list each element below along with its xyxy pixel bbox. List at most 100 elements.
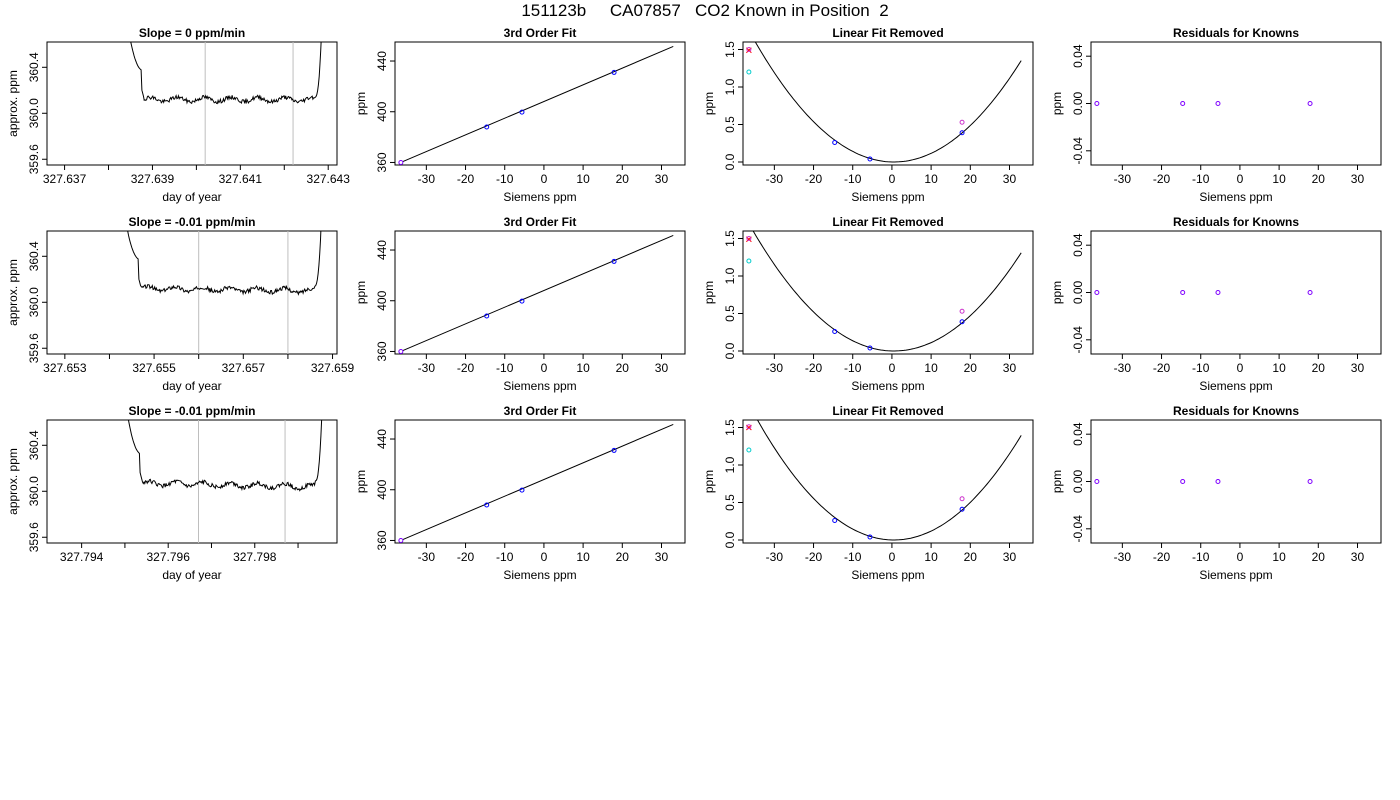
data-point — [746, 447, 752, 453]
data-point — [519, 109, 525, 115]
y-tick-label: 0.00 — [1071, 469, 1085, 493]
data-point — [519, 487, 525, 493]
y-tick-label: 360.4 — [27, 52, 41, 82]
data-point — [959, 308, 965, 314]
fit-line — [402, 423, 674, 541]
data-point — [611, 447, 617, 453]
x-tick-label: -20 — [1153, 550, 1171, 564]
plot-frame — [394, 230, 686, 355]
data-point — [832, 140, 838, 145]
panel-title: 3rd Order Fit — [504, 215, 577, 229]
y-axis-label: ppm — [354, 470, 368, 493]
x-axis-label: Siemens ppm — [503, 190, 576, 204]
x-axis-label: Siemens ppm — [1199, 379, 1272, 393]
x-axis-label: day of year — [162, 568, 221, 582]
y-tick-label: 0.04 — [1071, 44, 1085, 68]
panel-title: Linear Fit Removed — [832, 215, 943, 229]
y-tick-label: -0.04 — [1071, 515, 1085, 543]
plot-frame — [394, 41, 686, 166]
x-tick-label: -30 — [1114, 361, 1132, 375]
x-tick-label: 30 — [1351, 361, 1365, 375]
x-tick-label: 20 — [1312, 172, 1326, 186]
x-tick-label: 0 — [889, 361, 896, 375]
data-point — [832, 518, 838, 523]
x-tick-label: 327.657 — [222, 361, 266, 375]
plot-area — [1094, 479, 1313, 484]
y-tick-label: 0.5 — [723, 305, 737, 322]
x-tick-label: -30 — [766, 550, 784, 564]
y-tick-label: 360 — [375, 341, 389, 361]
y-tick-label: 1.0 — [723, 267, 737, 284]
y-tick-label: 1.0 — [723, 78, 737, 95]
plot-frame — [1090, 419, 1382, 544]
data-point — [746, 69, 752, 75]
x-tick-label: -30 — [418, 361, 436, 375]
x-tick-label: 20 — [1312, 361, 1326, 375]
y-axis-label: ppm — [354, 92, 368, 115]
data-point — [398, 348, 404, 354]
plot-frame — [46, 230, 338, 355]
fit-line — [402, 45, 674, 163]
plot-area — [1094, 101, 1313, 106]
data-point — [959, 496, 965, 502]
x-tick-label: 0 — [1237, 550, 1244, 564]
data-point — [959, 506, 965, 512]
y-tick-label: 400 — [375, 101, 389, 121]
panel-title: 3rd Order Fit — [504, 26, 577, 40]
x-axis-label: day of year — [162, 379, 221, 393]
y-tick-label: 1.5 — [723, 41, 737, 58]
y-tick-label: -0.04 — [1071, 326, 1085, 354]
y-tick-label: 0.0 — [723, 342, 737, 359]
fit-line — [402, 234, 674, 352]
y-axis-label: ppm — [1050, 470, 1064, 493]
data-point — [519, 298, 525, 304]
data-point — [1307, 101, 1313, 106]
panel-title: Residuals for Knowns — [1173, 215, 1299, 229]
y-axis-label: ppm — [702, 281, 716, 304]
y-tick-label: 360.0 — [27, 476, 41, 506]
plot-area — [127, 420, 323, 543]
plot-area — [746, 231, 1022, 352]
x-tick-label: -10 — [496, 361, 514, 375]
data-point — [1094, 290, 1100, 295]
x-tick-label: 10 — [576, 172, 590, 186]
y-axis-label: ppm — [354, 281, 368, 304]
concentration-trace — [127, 231, 322, 296]
y-tick-label: 360.0 — [27, 98, 41, 128]
x-tick-label: 20 — [964, 361, 978, 375]
data-point — [484, 313, 490, 319]
data-point — [1180, 290, 1186, 295]
plot-frame — [1090, 230, 1382, 355]
plot-frame — [46, 419, 338, 544]
data-point — [867, 156, 873, 162]
x-tick-label: 327.639 — [131, 172, 175, 186]
fit-curve — [754, 42, 1022, 163]
panel-resid: Linear Fit Removed Siemens ppm ppm -30 -20 -1… — [702, 404, 1034, 582]
x-axis-label: day of year — [162, 190, 221, 204]
y-tick-label: 440 — [375, 51, 389, 71]
y-axis-label: approx. ppm — [6, 70, 20, 137]
concentration-trace — [130, 42, 322, 105]
x-tick-label: 10 — [576, 550, 590, 564]
plot-frame — [1090, 41, 1382, 166]
y-tick-label: 1.0 — [723, 456, 737, 473]
panel-doy: Slope = -0.01 ppm/min day of year approx. … — [6, 215, 355, 393]
x-tick-label: 0 — [541, 361, 548, 375]
x-tick-label: -20 — [805, 172, 823, 186]
x-tick-label: 10 — [1272, 550, 1286, 564]
panel-title: Linear Fit Removed — [832, 26, 943, 40]
x-tick-label: -10 — [496, 172, 514, 186]
x-axis-label: Siemens ppm — [851, 379, 924, 393]
y-tick-label: 360.4 — [27, 241, 41, 271]
x-tick-label: -10 — [844, 172, 862, 186]
y-tick-label: 400 — [375, 290, 389, 310]
data-point — [1180, 101, 1186, 106]
plot-frame — [742, 230, 1034, 355]
data-point — [746, 258, 752, 264]
panel-title: Slope = -0.01 ppm/min — [128, 404, 255, 418]
plot-area — [130, 42, 322, 165]
x-tick-label: 20 — [616, 550, 630, 564]
x-tick-label: -20 — [805, 550, 823, 564]
x-tick-label: 30 — [1351, 550, 1365, 564]
panel-doy: Slope = 0 ppm/min day of year approx. ppm 3… — [6, 26, 350, 204]
